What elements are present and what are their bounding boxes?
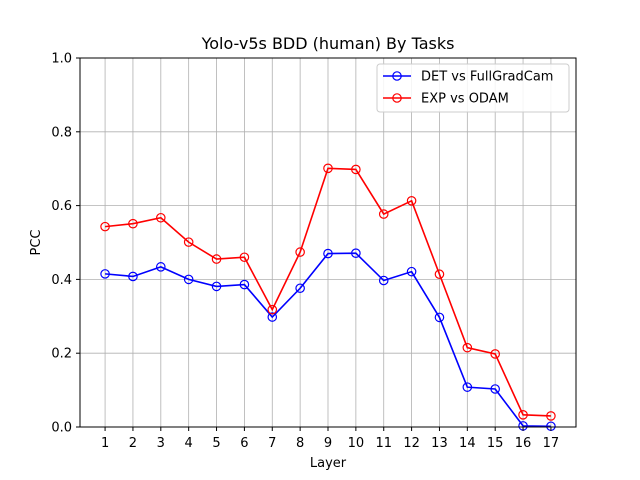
series-group [100,163,556,432]
data-point [434,312,445,323]
legend-box [376,63,570,113]
y-tick-label: 0.2 [51,347,72,362]
x-tick-label: 4 [185,436,193,451]
data-point [378,275,389,286]
chart-title: Yolo-v5s BDD (human) By Tasks [201,34,455,53]
x-tick-label: 13 [431,436,448,451]
legend-item: EXP vs ODAM [383,92,509,107]
grid-lines [80,57,576,428]
data-point [434,269,445,280]
data-point [546,411,556,421]
data-point [378,209,389,219]
data-point [267,312,278,322]
data-point [156,262,166,272]
x-tick-label: 11 [375,436,392,451]
x-tick-label: 1 [101,436,109,451]
data-point [267,304,278,315]
legend-label: DET vs FullGradCam [421,70,553,85]
y-tick-label: 0.4 [51,273,72,288]
legend-marker-swatch [392,93,402,103]
data-point [351,164,361,175]
y-axis-label: PCC [29,230,44,256]
data-point [100,221,110,232]
y-tick-label: 0.8 [51,125,72,140]
x-tick-label: 15 [487,436,504,451]
data-point [490,349,500,359]
x-axis-ticks: 1 2 3 4 5 6 7 8 9 10 11 12 13 14 15 16 17 [101,427,559,451]
data-point [239,252,250,263]
data-point [518,410,528,420]
series-line [105,252,551,428]
data-point [323,248,333,259]
data-point [462,382,473,392]
x-tick-label: 9 [324,436,332,451]
data-point [462,342,473,353]
legend-item: DET vs FullGradCam [383,70,553,85]
data-point [295,247,305,257]
data-point [351,248,361,259]
y-tick-label: 0.0 [51,421,72,436]
x-tick-label: 5 [212,436,220,451]
data-point [183,237,194,247]
y-axis-ticks: 0.0 0.2 0.4 0.6 0.8 1.0 [51,52,80,436]
legend: DET vs FullGradCam EXP vs ODAM [376,63,570,113]
x-tick-label: 8 [296,436,304,451]
data-point [211,281,222,292]
data-point [239,279,250,290]
data-point [406,196,417,206]
x-tick-label: 6 [240,436,248,451]
data-point [100,269,110,279]
data-point [128,271,138,282]
legend-label: EXP vs ODAM [421,92,509,107]
x-tick-label: 12 [403,436,420,451]
data-point [406,266,417,277]
series-line [104,167,551,417]
data-point [128,218,138,229]
x-tick-label: 17 [543,436,560,451]
data-point [490,384,500,394]
data-point [295,283,305,294]
data-point [183,274,194,285]
x-tick-label: 7 [268,436,276,451]
data-point [156,212,166,223]
legend-marker-swatch [392,71,402,81]
series-2 [100,163,556,421]
x-tick-label: 3 [157,436,165,451]
y-tick-label: 0.6 [51,199,72,214]
x-axis-label: Layer [310,456,347,471]
y-tick-label: 1.0 [51,52,72,67]
series-1 [100,248,556,432]
data-point [211,254,222,264]
x-tick-label: 10 [348,436,365,451]
x-tick-label: 16 [515,436,532,451]
x-tick-label: 2 [129,436,137,451]
x-tick-label: 14 [459,436,476,451]
data-point [323,163,333,174]
